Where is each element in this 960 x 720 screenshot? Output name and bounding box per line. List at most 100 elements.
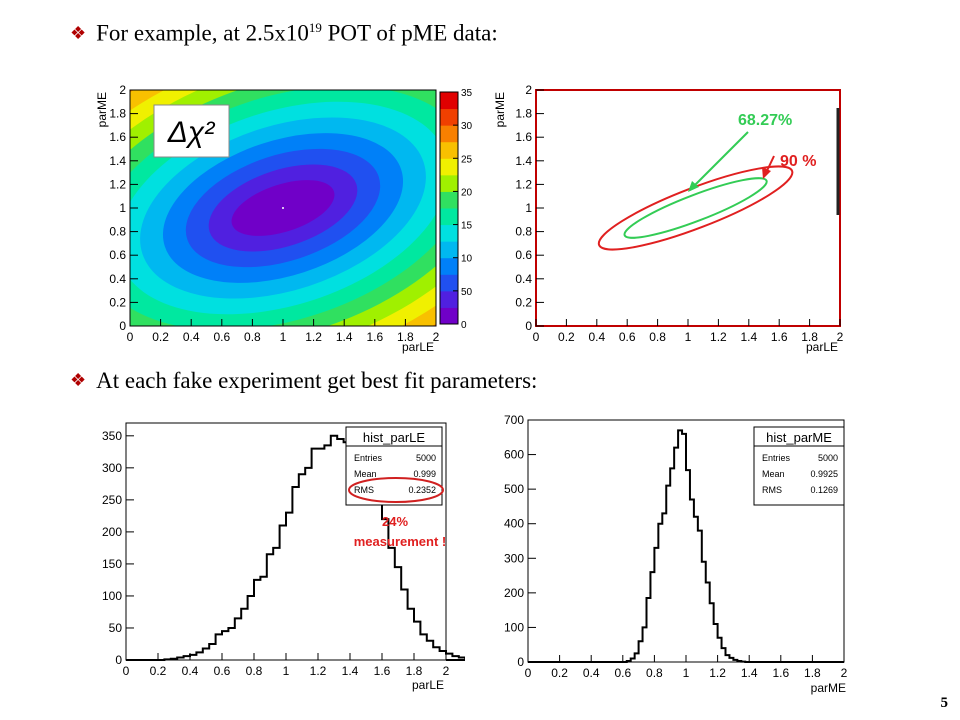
- colorbar-segment: [440, 307, 458, 325]
- hist-parme-axes: 0 0.2 0.4 0.6 0.8 1 1.2 1.4 1.6 1.8 2 0 100 200 300 400…: [504, 415, 848, 680]
- headline-1: ❖ For example, at 2.5x1019 POT of pME dat…: [70, 20, 498, 47]
- contour-ellipses: [597, 165, 794, 251]
- x-tick-label: 1.4: [740, 330, 757, 344]
- x-tick-label: 1.6: [366, 330, 383, 344]
- stat-value: 0.1269: [810, 485, 838, 495]
- hist-parme-stat-title: hist_parME: [766, 430, 832, 445]
- y-tick-label: 400: [504, 517, 524, 531]
- y-tick-label: 0.2: [515, 295, 532, 309]
- y-tick-label: 1.8: [515, 107, 532, 121]
- stat-value: 0.2352: [408, 485, 436, 495]
- heatmap-y-axis-label: parME: [95, 92, 109, 127]
- y-tick-label: 1.8: [109, 107, 126, 121]
- x-tick-label: 0.6: [214, 664, 231, 678]
- x-tick-label: 1.2: [710, 330, 727, 344]
- y-tick-label: 0.4: [109, 272, 126, 286]
- x-tick-label: 2: [837, 330, 844, 344]
- stat-label: Mean: [354, 469, 377, 479]
- stat-label: Mean: [762, 469, 785, 479]
- x-tick-label: 0.2: [152, 330, 169, 344]
- y-tick-label: 700: [504, 415, 524, 427]
- y-tick-label: 600: [504, 448, 524, 462]
- x-tick-label: 0: [127, 330, 134, 344]
- headline-2-text: At each fake experiment get best fit par…: [96, 368, 538, 393]
- y-tick-label: 1.2: [515, 177, 532, 191]
- colorbar-tick-label: 250: [461, 154, 472, 165]
- colorbar-segment: [440, 224, 458, 242]
- stat-label: Entries: [354, 453, 383, 463]
- arrow-68-head-icon: [688, 181, 699, 192]
- colorbar-tick-label: 300: [461, 121, 472, 132]
- y-tick-label: 500: [504, 482, 524, 496]
- contour-chart: 0 0.2 0.4 0.6 0.8 1 1.2 1.4 1.6 1.8 2 0 0.2 0.4 0.6 0.8…: [493, 83, 844, 354]
- x-tick-label: 0.2: [150, 664, 167, 678]
- stat-value: 0.999: [413, 469, 436, 479]
- contour-label-68: 68.27%: [738, 112, 792, 129]
- x-tick-label: 1.2: [310, 664, 327, 678]
- y-tick-label: 0.4: [515, 272, 532, 286]
- colorbar-segment: [440, 191, 458, 209]
- colorbar-segment: [440, 92, 458, 110]
- y-tick-label: 1.6: [109, 130, 126, 144]
- x-tick-label: 1.4: [741, 666, 758, 680]
- x-tick-label: 0: [533, 330, 540, 344]
- stat-value: 5000: [818, 453, 838, 463]
- x-tick-label: 1.4: [336, 330, 353, 344]
- colorbar-tick-label: 0: [461, 320, 467, 331]
- x-tick-label: 1.8: [397, 330, 414, 344]
- x-tick-label: 1.4: [342, 664, 359, 678]
- hist-parle-x-axis-label: parLE: [412, 678, 444, 692]
- x-tick-label: 0.4: [588, 330, 605, 344]
- colorbar-segment: [440, 257, 458, 275]
- y-tick-label: 0.8: [515, 225, 532, 239]
- y-tick-label: 1: [119, 201, 126, 215]
- x-tick-label: 1: [283, 664, 290, 678]
- hist-parle-statbox: hist_parLE Entries 5000 Mean 0.999 RMS 0…: [345, 426, 443, 506]
- y-tick-label: 0.6: [515, 248, 532, 262]
- x-tick-label: 1.6: [374, 664, 391, 678]
- contour-label-90: 90 %: [780, 153, 816, 170]
- hist-parme-step: [528, 429, 844, 663]
- y-tick-label: 300: [504, 551, 524, 565]
- y-tick-label: 1.6: [515, 130, 532, 144]
- stat-label: Entries: [762, 453, 791, 463]
- y-tick-label: 150: [102, 557, 122, 571]
- y-tick-label: 1.4: [109, 154, 126, 168]
- y-tick-label: 100: [102, 589, 122, 603]
- y-tick-label: 0: [525, 319, 532, 333]
- x-tick-label: 0.8: [649, 330, 666, 344]
- contour-x-axis-label: parLE: [806, 340, 838, 354]
- colorbar-segment: [440, 208, 458, 226]
- headline-1-text-end: POT of pME data:: [321, 20, 498, 46]
- y-tick-label: 1: [525, 201, 532, 215]
- headline-1-text: For example, at 2.5x10: [96, 20, 309, 46]
- hist-parme-chart: 0 0.2 0.4 0.6 0.8 1 1.2 1.4 1.6 1.8 2 0 100 200 300 400…: [504, 415, 848, 695]
- y-tick-label: 0.6: [109, 248, 126, 262]
- annotation-percent: 24%: [382, 514, 408, 529]
- x-tick-label: 0.4: [583, 666, 600, 680]
- x-tick-label: 0.8: [244, 330, 261, 344]
- x-tick-label: 0.4: [183, 330, 200, 344]
- diamond-bullet-icon: ❖: [70, 22, 87, 43]
- colorbar-tick-label: 150: [461, 221, 472, 232]
- x-tick-label: 1.2: [709, 666, 726, 680]
- x-tick-label: 0.4: [182, 664, 199, 678]
- x-tick-label: 0.6: [213, 330, 230, 344]
- x-tick-label: 1.6: [771, 330, 788, 344]
- x-tick-label: 1: [280, 330, 287, 344]
- y-tick-label: 100: [504, 620, 524, 634]
- colorbar-segment: [440, 290, 458, 308]
- y-tick-label: 200: [102, 525, 122, 539]
- heatmap-fill: [130, 90, 436, 326]
- x-tick-label: 1.8: [406, 664, 423, 678]
- x-tick-label: 1.8: [804, 666, 821, 680]
- y-tick-label: 250: [102, 493, 122, 507]
- colorbar-segment: [440, 125, 458, 143]
- x-tick-label: 1.8: [801, 330, 818, 344]
- rms-highlight-circle: [348, 477, 444, 503]
- hist-parme-statbox: hist_parME Entries 5000 Mean 0.9925 RMS …: [753, 426, 845, 506]
- x-tick-label: 1.2: [305, 330, 322, 344]
- colorbar-tick-label: 100: [461, 254, 472, 265]
- x-tick-label: 2: [841, 666, 848, 680]
- y-tick-label: 50: [109, 621, 123, 635]
